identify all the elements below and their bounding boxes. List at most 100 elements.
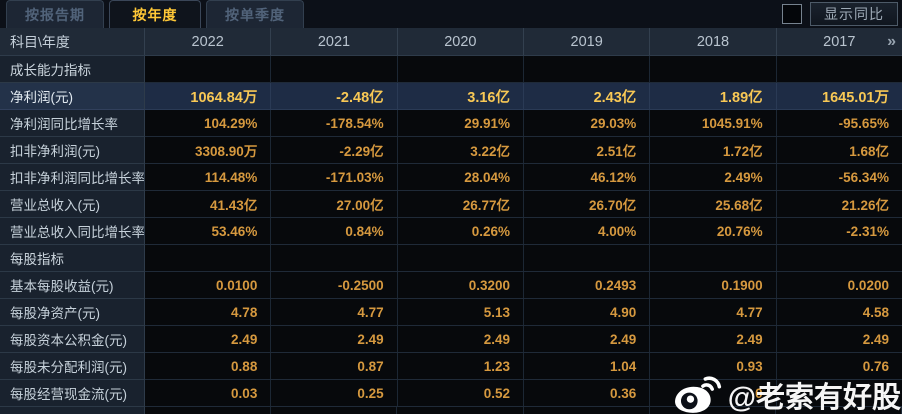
value-cell [271, 245, 398, 271]
value-cell: -2.31% [776, 218, 902, 244]
value-cell: -171.03% [271, 164, 398, 190]
value-cell: 4.90 [523, 299, 651, 325]
value-cell: 53.46% [145, 218, 272, 244]
value-cell: 0.93 [650, 353, 777, 379]
value-cell [776, 245, 902, 271]
value-cell: 25.68亿 [650, 191, 777, 217]
year-column-header: 2017» [823, 32, 896, 50]
table-row[interactable]: 扣非净利润(元) 3308.90万 -2.29亿 3.22亿 2.51亿 1.72亿 1.6… [0, 137, 902, 164]
value-cell: 4.78 [145, 299, 272, 325]
row-label: 净利润同比增长率 [0, 110, 145, 137]
table-row[interactable]: 营业总收入(元) 41.43亿 27.00亿 26.77亿 26.70亿 25.68亿 21… [0, 191, 902, 218]
value-cell: 4.77 [271, 299, 398, 325]
value-cell: -0.2500 [271, 272, 398, 298]
table-row[interactable]: 净利润同比增长率 104.29% -178.54% 29.91% 29.03% 1045.… [0, 110, 902, 137]
table-row[interactable]: 每股资本公积金(元) 2.49 2.49 2.49 2.49 2.49 2.49 [0, 326, 902, 353]
value-cell: 2.49 [145, 326, 272, 352]
financial-table: 科目\年度 2022 2021 2020 2019 2018 2017» 成长能力指标 净利… [0, 28, 902, 414]
value-cell: 1.89亿 [650, 83, 777, 109]
clipped-next-row [0, 407, 902, 414]
value-cell: 1.23 [397, 353, 524, 379]
value-cell: 26.70亿 [523, 191, 651, 217]
value-cell: 2.43亿 [523, 83, 651, 109]
tab-report-period[interactable]: 按报告期 [6, 0, 104, 28]
value-cell: 28.04% [397, 164, 524, 190]
value-cell: 0.0100 [145, 272, 272, 298]
value-cell: 0.2493 [523, 272, 651, 298]
table-row[interactable]: 扣非净利润同比增长率 114.48% -171.03% 28.04% 46.12% 2.4… [0, 164, 902, 191]
tab-annual[interactable]: 按年度 [109, 0, 201, 28]
value-cell: 27.00亿 [271, 191, 398, 217]
value-cell: -95.65% [776, 110, 902, 136]
value-cell [397, 245, 524, 271]
value-cell: 0.88 [145, 353, 272, 379]
table-row[interactable]: 净利润(元) 1064.84万 -2.48亿 3.16亿 2.43亿 1.89亿 1645.… [0, 83, 902, 110]
value-cell: 29.91% [397, 110, 524, 136]
value-cell: 0.76 [776, 353, 902, 379]
value-cell: 2.49 [776, 326, 902, 352]
value-cell [650, 245, 777, 271]
row-label: 每股未分配利润(元) [0, 353, 145, 380]
value-cell: 0.0200 [776, 272, 902, 298]
value-cell: -2.29亿 [271, 137, 398, 163]
row-label: 每股资本公积金(元) [0, 326, 145, 353]
value-cell: -2.48亿 [271, 83, 398, 109]
value-cell: 2.49% [650, 164, 777, 190]
value-cell: 0 [650, 380, 777, 406]
row-label: 每股指标 [0, 245, 145, 272]
value-cell: 2.49 [271, 326, 398, 352]
value-cell: 0.36 [523, 380, 651, 406]
value-cell: 4.58 [776, 299, 902, 325]
row-label: 营业总收入(元) [0, 191, 145, 218]
tab-quarterly[interactable]: 按单季度 [206, 0, 304, 28]
row-label: 净利润(元) [0, 83, 145, 110]
table-row[interactable]: 每股经营现金流(元) 0.03 0.25 0.52 0.36 0 [0, 380, 902, 407]
value-cell: 0.84% [271, 218, 398, 244]
value-cell: 20.76% [650, 218, 777, 244]
value-cell [397, 56, 524, 82]
value-cell: 0.03 [145, 380, 272, 406]
show-yoy-button[interactable]: 显示同比 [810, 2, 898, 26]
value-cell: 41.43亿 [145, 191, 272, 217]
value-cell: 4.00% [523, 218, 651, 244]
value-cell: 5.13 [397, 299, 524, 325]
show-yoy-checkbox[interactable] [782, 4, 802, 24]
value-cell: 0.1900 [650, 272, 777, 298]
value-cell: 1645.01万 [776, 83, 902, 109]
row-label: 扣非净利润同比增长率 [0, 164, 145, 191]
value-cell: -178.54% [271, 110, 398, 136]
value-cell: 1.04 [523, 353, 651, 379]
value-cell: 0.26% [397, 218, 524, 244]
value-cell: 46.12% [523, 164, 651, 190]
value-cell: 0.3200 [397, 272, 524, 298]
more-columns-icon[interactable]: » [887, 32, 896, 50]
row-label: 扣非净利润(元) [0, 137, 145, 164]
value-cell: 21.26亿 [776, 191, 902, 217]
value-cell [776, 56, 902, 82]
value-cell: 1064.84万 [145, 83, 272, 109]
value-cell [776, 380, 902, 406]
table-body: 成长能力指标 净利润(元) 1064.84万 -2.48亿 3.16亿 2.43亿 1.89… [0, 56, 902, 407]
value-cell [145, 56, 272, 82]
row-label: 基本每股收益(元) [0, 272, 145, 299]
table-row[interactable]: 基本每股收益(元) 0.0100 -0.2500 0.3200 0.2493 0.1900… [0, 272, 902, 299]
year-column-header: 2019 [524, 28, 651, 55]
value-cell: -56.34% [776, 164, 902, 190]
table-row[interactable]: 每股未分配利润(元) 0.88 0.87 1.23 1.04 0.93 0.76 [0, 353, 902, 380]
value-cell: 2.49 [523, 326, 651, 352]
value-cell: 1.72亿 [650, 137, 777, 163]
table-header-row: 科目\年度 2022 2021 2020 2019 2018 2017» [0, 28, 902, 56]
value-cell [145, 245, 272, 271]
value-cell: 104.29% [145, 110, 272, 136]
year-column-header: 2018 [650, 28, 777, 55]
value-cell: 3.22亿 [397, 137, 524, 163]
corner-cell: 科目\年度 [0, 28, 145, 55]
value-cell [650, 56, 777, 82]
value-cell: 0.87 [271, 353, 398, 379]
value-cell: 2.49 [650, 326, 777, 352]
year-column-header: 2021 [271, 28, 398, 55]
value-cell: 26.77亿 [397, 191, 524, 217]
table-row[interactable]: 每股净资产(元) 4.78 4.77 5.13 4.90 4.77 4.58 [0, 299, 902, 326]
table-row[interactable]: 营业总收入同比增长率 53.46% 0.84% 0.26% 4.00% 20.76% -2.… [0, 218, 902, 245]
value-cell: 2.51亿 [523, 137, 651, 163]
